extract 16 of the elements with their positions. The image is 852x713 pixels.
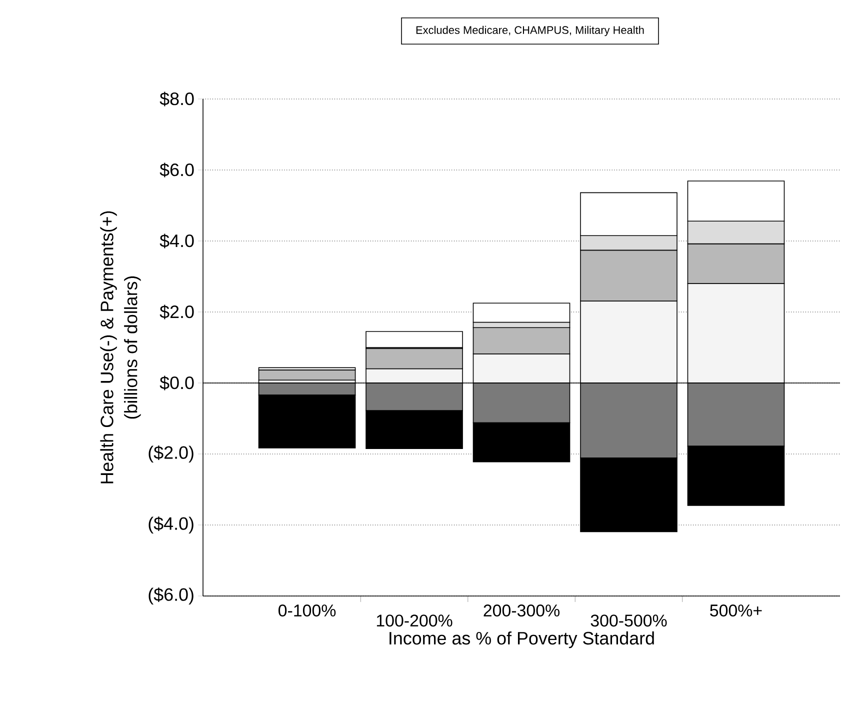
y-tick-label: $8.0 — [160, 92, 194, 106]
y-tick-label: ($4.0) — [148, 516, 194, 534]
x-axis-title: Income as % of Poverty Standard — [390, 631, 654, 648]
x-tick-label: 300-500% — [590, 614, 667, 627]
y-tick-label: $2.0 — [160, 304, 194, 320]
x-tick-label: 0-100% — [278, 604, 336, 616]
x-tick-label: 200-300% — [484, 604, 560, 616]
x-tick-label: 500%+ — [710, 604, 762, 616]
y-tick-label: $0.0 — [160, 376, 194, 390]
y-tick-label: ($2.0) — [148, 445, 194, 462]
text: Excludes Medicare, CHAMPUS, Military Health — [416, 26, 644, 36]
y-tick-label: ($6.0) — [148, 587, 194, 604]
x-tick-label: 100-200% — [376, 614, 452, 627]
y-tick-label: $4.0 — [160, 234, 194, 248]
y-tick-label: $6.0 — [160, 162, 194, 178]
y-axis-title: Health Care Use(-) & Payments(+) (billions of dollars) — [100, 211, 141, 484]
